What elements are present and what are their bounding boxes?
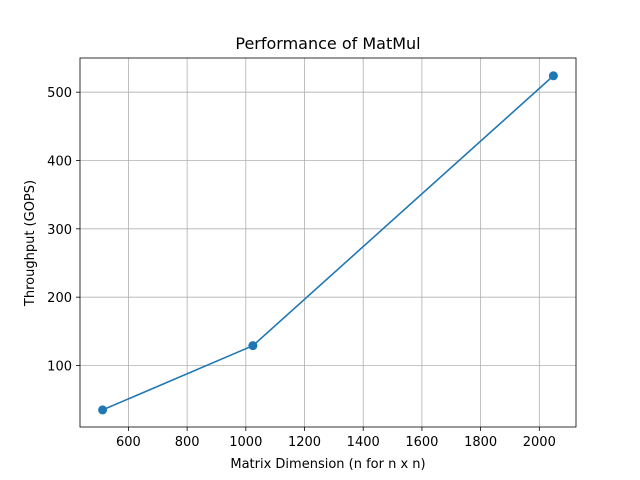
data-point xyxy=(248,341,258,351)
x-tick-label: 2000 xyxy=(523,435,556,450)
x-tick-label: 1000 xyxy=(229,435,262,450)
plot-frame xyxy=(79,57,577,428)
y-tick-label: 100 xyxy=(47,360,72,375)
x-axis-label: Matrix Dimension (n for n x n) xyxy=(230,457,425,472)
series-group xyxy=(98,71,558,415)
data-point xyxy=(98,405,108,415)
data-point xyxy=(548,71,558,81)
x-tick-label: 1600 xyxy=(405,435,438,450)
y-tick-label: 200 xyxy=(47,291,72,306)
x-tick-label: 1400 xyxy=(347,435,380,450)
x-tick-label: 1800 xyxy=(464,435,497,450)
chart-title: Performance of MatMul xyxy=(235,34,420,53)
grid-lines xyxy=(80,58,576,427)
x-axis-ticks: 600 800 1000 1200 1400 1600 1800 2000 xyxy=(116,427,556,450)
y-tick-label: 500 xyxy=(47,86,72,101)
x-tick-label: 800 xyxy=(175,435,200,450)
x-tick-label: 1200 xyxy=(288,435,321,450)
y-tick-label: 300 xyxy=(47,223,72,238)
x-tick-label: 600 xyxy=(116,435,141,450)
y-tick-label: 400 xyxy=(47,155,72,170)
y-axis-label: Throughput (GOPS) xyxy=(23,180,38,307)
y-axis-ticks: 100 200 300 400 500 xyxy=(47,86,80,375)
